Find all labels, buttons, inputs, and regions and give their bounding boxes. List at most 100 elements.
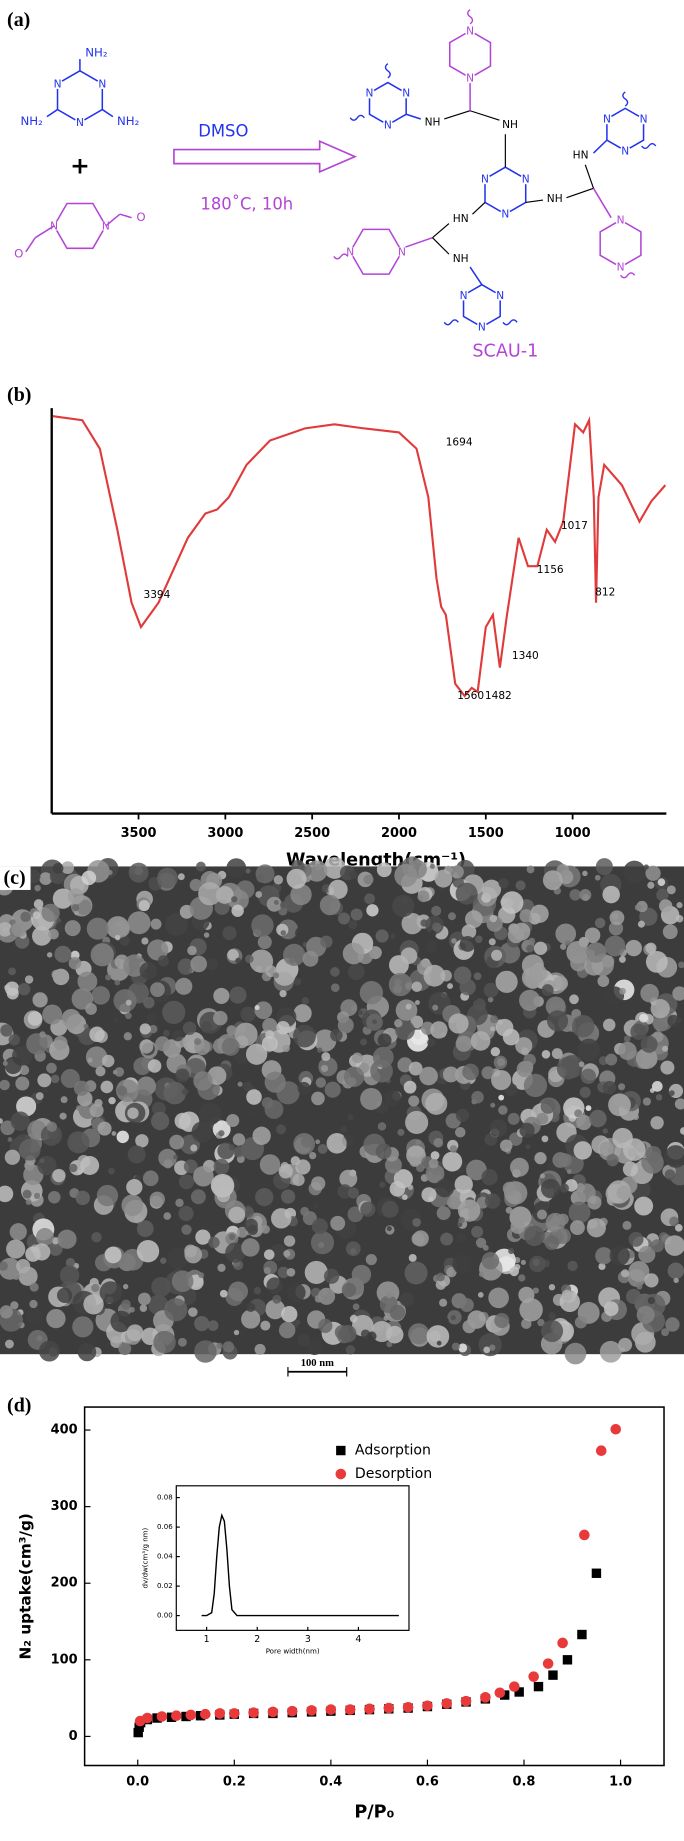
point bbox=[610, 1423, 622, 1435]
particle bbox=[589, 1109, 607, 1128]
particle bbox=[450, 865, 464, 879]
point bbox=[528, 1671, 539, 1682]
particle bbox=[499, 1139, 513, 1152]
particle bbox=[435, 1178, 455, 1198]
squiggle bbox=[622, 91, 629, 107]
particle bbox=[61, 1008, 81, 1029]
point bbox=[185, 1709, 197, 1721]
particle bbox=[483, 982, 499, 998]
particle bbox=[574, 1316, 588, 1329]
squiggle bbox=[619, 272, 636, 279]
particle bbox=[330, 1215, 346, 1231]
particle bbox=[42, 1086, 49, 1094]
particle bbox=[276, 1021, 290, 1035]
particle bbox=[473, 972, 482, 981]
particle bbox=[609, 1245, 630, 1266]
atom-bg bbox=[601, 113, 613, 125]
particle bbox=[0, 1118, 3, 1124]
particle bbox=[264, 1071, 286, 1093]
particle bbox=[475, 1237, 487, 1248]
particle bbox=[184, 1245, 202, 1264]
point bbox=[286, 1705, 298, 1717]
particle bbox=[218, 1130, 225, 1137]
particle bbox=[675, 1224, 683, 1232]
particle bbox=[530, 904, 549, 923]
particle bbox=[73, 1080, 90, 1096]
particle bbox=[83, 1294, 104, 1315]
particle bbox=[293, 1024, 316, 1048]
particle bbox=[665, 1317, 680, 1332]
particle bbox=[318, 1318, 333, 1333]
particle bbox=[401, 912, 423, 935]
particle bbox=[594, 917, 606, 929]
particle bbox=[191, 1121, 213, 1143]
particle bbox=[457, 1222, 463, 1228]
particle bbox=[432, 922, 442, 932]
y-axis-label: N₂ uptake(cm³/g) bbox=[16, 1513, 34, 1659]
bond bbox=[469, 266, 483, 286]
particle bbox=[651, 1081, 663, 1092]
particle bbox=[286, 1283, 306, 1303]
particle bbox=[222, 1341, 235, 1353]
particle bbox=[147, 1059, 162, 1073]
particle bbox=[193, 1165, 214, 1187]
particle bbox=[569, 889, 582, 901]
particle bbox=[246, 1089, 262, 1105]
bond bbox=[472, 201, 486, 215]
particle bbox=[650, 999, 670, 1019]
point bbox=[344, 1704, 356, 1715]
particle bbox=[494, 1312, 510, 1329]
particle bbox=[222, 926, 237, 941]
chem-label: N bbox=[98, 78, 106, 90]
particle bbox=[69, 1163, 78, 1173]
particle bbox=[311, 1218, 328, 1235]
particle bbox=[524, 1225, 545, 1247]
particle bbox=[548, 1312, 556, 1320]
particle bbox=[408, 1323, 430, 1345]
particle bbox=[138, 1292, 151, 1306]
particle bbox=[350, 908, 363, 921]
particle bbox=[283, 943, 306, 966]
particle bbox=[111, 1131, 117, 1136]
particle bbox=[86, 917, 109, 940]
particle bbox=[545, 1212, 566, 1233]
particle bbox=[489, 1026, 495, 1032]
particle bbox=[177, 958, 195, 975]
particle bbox=[41, 903, 60, 922]
particle bbox=[171, 1270, 194, 1293]
particle bbox=[488, 938, 496, 946]
particle bbox=[603, 1301, 619, 1317]
particle bbox=[12, 1272, 20, 1280]
particle bbox=[528, 937, 536, 945]
particle bbox=[461, 924, 477, 940]
particle bbox=[8, 1034, 21, 1046]
peak-label: 1482 bbox=[485, 690, 512, 702]
particle bbox=[177, 1337, 187, 1347]
particle bbox=[173, 1154, 178, 1160]
particle bbox=[666, 885, 676, 895]
particle bbox=[498, 878, 509, 889]
particle bbox=[604, 935, 626, 957]
particle bbox=[489, 914, 498, 923]
particle bbox=[625, 939, 642, 957]
particle bbox=[163, 1081, 187, 1105]
particle bbox=[539, 1173, 546, 1179]
bond bbox=[525, 199, 544, 203]
particle bbox=[125, 1012, 132, 1020]
panel-label: (d) bbox=[7, 1395, 31, 1417]
particle bbox=[500, 891, 524, 914]
particle bbox=[599, 1141, 614, 1156]
particle bbox=[662, 1045, 669, 1052]
squiggle bbox=[443, 319, 459, 326]
particle bbox=[60, 1096, 68, 1104]
legend-marker bbox=[335, 1468, 347, 1480]
particle bbox=[195, 1229, 211, 1245]
particle bbox=[6, 1239, 26, 1259]
peak-label: 1017 bbox=[561, 520, 588, 532]
y-tick-label: 0.00 bbox=[157, 1611, 173, 1620]
particle bbox=[330, 983, 340, 993]
particle bbox=[639, 907, 658, 926]
particle bbox=[630, 1023, 647, 1040]
particle bbox=[125, 999, 132, 1006]
particle bbox=[203, 932, 210, 938]
